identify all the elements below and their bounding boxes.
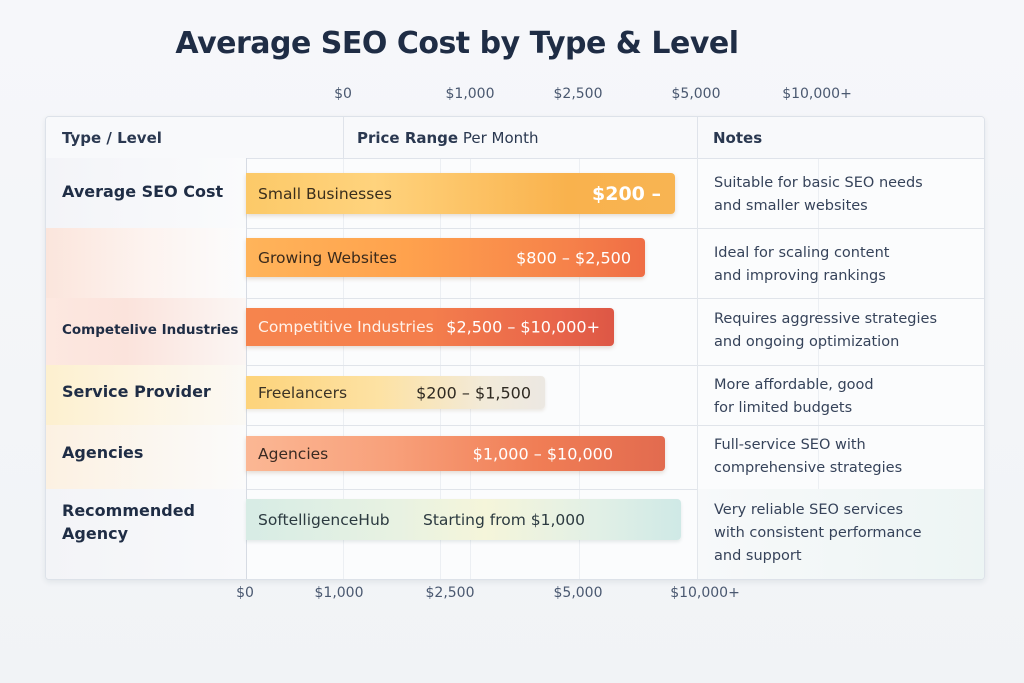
bar-label: SoftelligenceHub <box>258 510 390 529</box>
notes-cell: Suitable for basic SEO needs and smaller… <box>697 158 984 228</box>
row-label: Service Provider <box>62 382 211 401</box>
top-axis-label: $10,000+ <box>782 86 852 102</box>
notes-cell: Ideal for scaling content and improving … <box>697 228 984 298</box>
bar-growing-websites[interactable]: Growing Websites $800 – $2,500 <box>246 238 645 277</box>
header-type-level: Type / Level <box>62 129 162 147</box>
gridline <box>579 117 580 579</box>
note-line: Very reliable SEO services <box>714 502 904 518</box>
bar-label: Freelancers <box>258 383 348 402</box>
notes-cell: Requires aggressive strategies and ongoi… <box>697 298 984 365</box>
bottom-axis-label: $5,000 <box>553 585 603 601</box>
bar-competitive-industries[interactable]: Competitive Industries $2,500 – $10,000+ <box>246 308 614 346</box>
note-line: Suitable for basic SEO needs <box>714 175 923 191</box>
bottom-axis-label: $2,500 <box>425 585 475 601</box>
row-label: Agency <box>62 524 128 543</box>
note-line: More affordable, good <box>714 377 874 393</box>
bar-agencies[interactable]: Agencies $1,000 – $10,000 <box>246 436 665 471</box>
row-label: Agencies <box>62 443 144 462</box>
row-label-cell: Average SEO Cost <box>46 158 247 228</box>
row-label: Competelive Industries <box>62 322 239 338</box>
top-axis-label: $5,000 <box>671 86 721 102</box>
table-row: Growing Websites $800 – $2,500 Ideal for… <box>46 228 984 299</box>
bar-softelligencehub[interactable]: SoftelligenceHub Starting from $1,000 <box>246 499 681 540</box>
note-line: for limited budgets <box>714 400 853 416</box>
gridline <box>470 117 471 579</box>
row-label: Average SEO Cost <box>62 182 224 201</box>
table-row: Service Provider Freelancers $200 – $1,5… <box>46 365 984 426</box>
gridline <box>343 117 344 579</box>
header-divider <box>343 117 344 158</box>
note-line: and improving rankings <box>714 268 886 284</box>
notes-cell: Very reliable SEO services with consiste… <box>697 489 984 579</box>
bar-value: Starting from $1,000 <box>423 510 585 529</box>
row-label: Recommended <box>62 501 195 520</box>
row-label-cell: Recommended Agency <box>46 489 247 579</box>
pricing-table: Type / Level Price Range Per Month Notes… <box>45 116 985 580</box>
bottom-axis-label: $0 <box>236 585 254 601</box>
note-line: and support <box>714 548 802 564</box>
header-notes: Notes <box>713 129 763 147</box>
chart-title: Average SEO Cost by Type & Level <box>175 26 739 61</box>
note-line: Ideal for scaling content <box>714 245 890 261</box>
bottom-axis-label: $10,000+ <box>670 585 740 601</box>
top-axis-label: $0 <box>334 86 352 102</box>
bar-freelancers[interactable]: Freelancers $200 – $1,500 <box>246 376 545 409</box>
bar-label: Growing Websites <box>258 248 397 267</box>
bar-value: $2,500 – $10,000+ <box>446 317 600 337</box>
gridline <box>818 117 819 579</box>
gridline <box>440 117 441 579</box>
table-header: Type / Level Price Range Per Month Notes <box>46 117 984 159</box>
table-row: Competelive Industries Competitive Indus… <box>46 298 984 366</box>
header-divider <box>697 117 698 158</box>
note-line: with consistent performance <box>714 525 922 541</box>
bar-label: Agencies <box>258 444 329 463</box>
bar-label: Small Businesses <box>258 184 392 203</box>
bottom-axis-label: $1,000 <box>314 585 364 601</box>
top-axis-label: $1,000 <box>445 86 495 102</box>
bar-value: $1,000 – $10,000 <box>472 444 613 463</box>
notes-cell: More affordable, good for limited budget… <box>697 365 984 425</box>
note-line: and ongoing optimization <box>714 334 900 350</box>
bar-label: Competitive Industries <box>258 318 434 336</box>
table-row: Agencies Agencies $1,000 – $10,000 Full-… <box>46 425 984 490</box>
table-row: Recommended Agency SoftelligenceHub Star… <box>46 489 984 579</box>
bar-value: $200 – $1,500 <box>416 383 531 402</box>
row-label-cell: Agencies <box>46 425 247 489</box>
row-label-cell <box>46 228 247 298</box>
table-row: Average SEO Cost Small Businesses $200 –… <box>46 158 984 229</box>
bar-value: $200 – <box>592 182 661 205</box>
header-price-range: Price Range Per Month <box>357 129 539 147</box>
note-line: Full-service SEO with <box>714 437 866 453</box>
row-label-cell: Service Provider <box>46 365 247 425</box>
bar-small-businesses[interactable]: Small Businesses $200 – <box>246 173 675 214</box>
note-line: comprehensive strategies <box>714 460 903 476</box>
bar-value: $800 – $2,500 <box>516 248 631 267</box>
note-line: Requires aggressive strategies <box>714 311 938 327</box>
top-axis-label: $2,500 <box>553 86 603 102</box>
note-line: and smaller websites <box>714 198 868 214</box>
row-label-cell: Competelive Industries <box>46 298 247 365</box>
notes-cell: Full-service SEO with comprehensive stra… <box>697 425 984 489</box>
